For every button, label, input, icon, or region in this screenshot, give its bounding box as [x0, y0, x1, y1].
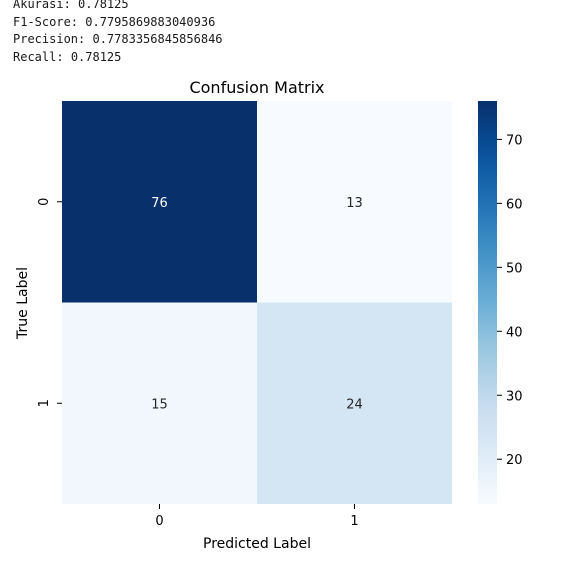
heatmap-cell-0-1 — [257, 101, 452, 303]
y-tick-label: 0 — [37, 198, 52, 206]
cell-value-0-1: 13 — [346, 196, 363, 211]
recall-value: 0.78125 — [70, 49, 122, 64]
y-tick-label: 1 — [37, 399, 52, 407]
precision-line: Precision: 0.7783356845856846 — [13, 32, 223, 46]
colorbar-tick-label: 40 — [506, 325, 523, 340]
y-axis-label: True Label — [15, 267, 31, 340]
f1-score-line: F1-Score: 0.7795869883040936 — [13, 14, 216, 29]
precision-value: 0.7783356845856846 — [92, 32, 223, 46]
colorbar-tick-label: 70 — [506, 133, 523, 148]
y-axis-ticks: 01 — [37, 198, 62, 407]
colorbar-ticks: 20 30 40 50 60 70 — [497, 133, 523, 468]
recall-line: Recall: 0.78125 — [13, 49, 122, 64]
colorbar-tick-label: 50 — [506, 261, 523, 276]
x-axis-label: Predicted Label — [203, 536, 311, 552]
heatmap-cell-1-1 — [257, 302, 452, 504]
accuracy-value: 0.78125 — [78, 0, 129, 11]
chart-title: Confusion Matrix — [189, 78, 324, 97]
heatmap-cell-0-0 — [62, 101, 257, 303]
x-tick-label: 1 — [350, 514, 358, 529]
heatmap-cells: 76 13 15 24 — [62, 101, 452, 504]
accuracy-line: Akurasi: 0.78125 — [13, 0, 223, 14]
x-tick-label: 0 — [155, 514, 163, 529]
cell-value-0-0: 76 — [151, 196, 168, 211]
colorbar-tick-label: 30 — [506, 389, 523, 404]
heatmap-cell-1-0 — [62, 302, 257, 504]
cell-value-1-0: 15 — [151, 397, 168, 412]
cell-value-1-1: 24 — [346, 397, 363, 412]
colorbar-tick-label: 20 — [506, 453, 523, 468]
colorbar — [478, 101, 497, 504]
colorbar-tick-label: 60 — [506, 197, 523, 212]
metrics-output: Akurasi: 0.78125 F1-Score: 0.77958698830… — [13, 0, 223, 66]
f1-score-value: 0.7795869883040936 — [85, 14, 216, 29]
